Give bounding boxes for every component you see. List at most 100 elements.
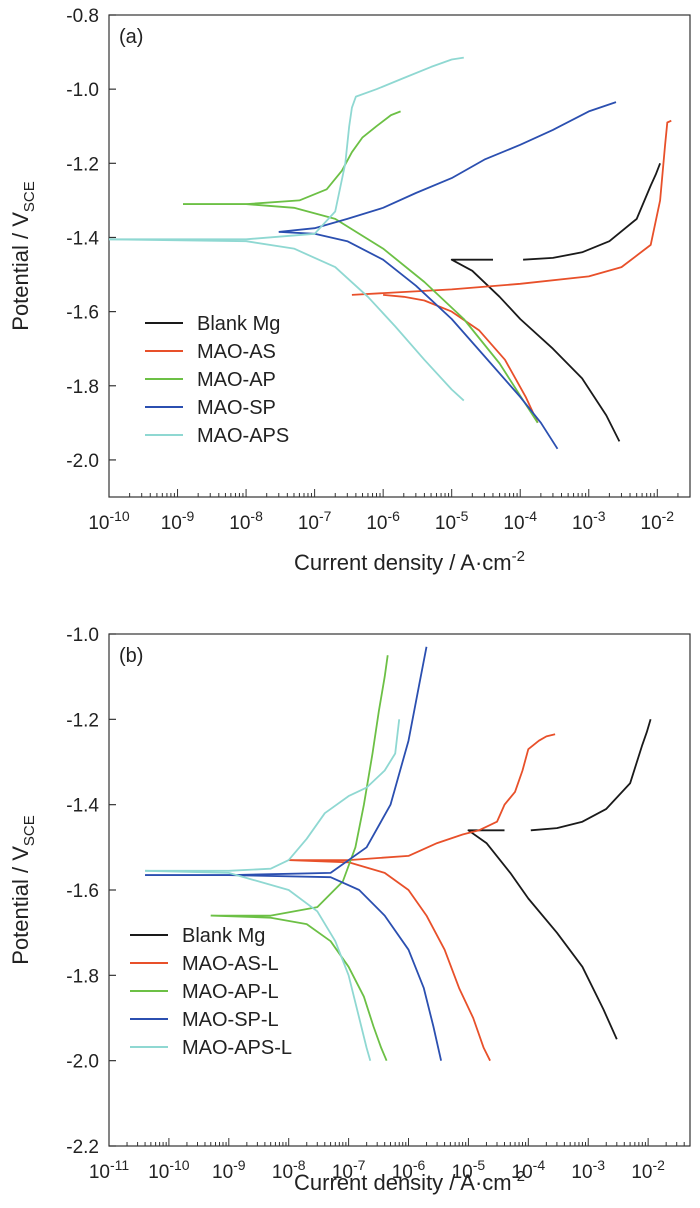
y-tick-label: -2.0	[66, 451, 99, 472]
legend-entry: MAO-APS-L	[182, 1037, 292, 1059]
x-tick-base: 10	[571, 1162, 592, 1183]
y-tick-label: -1.6	[66, 881, 99, 902]
series-mao-as-l	[288, 733, 556, 1062]
x-axis-label: Current density / A·cm-2	[294, 1168, 525, 1195]
y-tick-label: -1.2	[66, 154, 99, 175]
x-tick-label: 10-9	[212, 1157, 246, 1183]
x-tick-label: 10-4	[503, 508, 537, 534]
x-tick-base: 10	[89, 1162, 110, 1183]
panel-label: (a)	[119, 26, 143, 48]
x-tick-base: 10	[631, 1162, 652, 1183]
anodic-branch-line	[278, 101, 617, 233]
x-tick-label: 10-6	[366, 508, 400, 534]
x-tick-base: 10	[366, 513, 387, 534]
legend-entry: MAO-AS	[197, 341, 276, 363]
x-tick-exponent: -8	[250, 508, 263, 524]
x-tick-label: 10-10	[88, 508, 130, 534]
legend-entry: MAO-SP-L	[182, 1009, 279, 1031]
panel-label: (b)	[119, 645, 143, 667]
x-tick-label: 10-8	[272, 1157, 306, 1183]
anodic-branch-line	[109, 56, 464, 241]
x-axis-label-sup: -2	[512, 1168, 525, 1185]
y-tick-label: -1.8	[66, 966, 99, 987]
y-tick-label: -1.8	[66, 377, 99, 398]
x-tick-base: 10	[452, 1162, 473, 1183]
y-axis-label: Potential / VSCE	[8, 815, 38, 964]
x-tick-exponent: -10	[109, 508, 129, 524]
x-tick-exponent: -6	[413, 1157, 426, 1173]
x-tick-label: 10-11	[89, 1157, 130, 1183]
x-tick-exponent: -10	[169, 1157, 189, 1173]
x-tick-label: 10-3	[572, 508, 606, 534]
cathodic-branch-line	[210, 914, 388, 1062]
x-tick-label: 10-2	[631, 1157, 665, 1183]
x-tick-exponent: -11	[110, 1157, 129, 1173]
x-tick-base: 10	[148, 1162, 169, 1183]
cathodic-branch-line	[108, 238, 465, 402]
series-mao-sp-l	[145, 646, 442, 1061]
x-tick-exponent: -4	[533, 1157, 546, 1173]
y-tick-label: -2.2	[66, 1137, 99, 1158]
x-tick-base: 10	[88, 513, 109, 534]
anodic-branch-line	[523, 162, 661, 261]
anodic-branch-line	[145, 719, 401, 872]
y-tick-label: -1.0	[66, 80, 99, 101]
y-axis-label-sub: SCE	[21, 815, 38, 846]
legend-entry: MAO-AP	[197, 369, 276, 391]
x-tick-base: 10	[435, 513, 456, 534]
x-tick-base: 10	[229, 513, 250, 534]
y-axis-label: Potential / VSCE	[8, 181, 38, 330]
x-tick-base: 10	[212, 1162, 233, 1183]
x-tick-label: 10-9	[161, 508, 195, 534]
x-tick-label: 10-7	[332, 1157, 366, 1183]
x-tick-label: 10-4	[512, 1157, 546, 1183]
legend-entry: MAO-AS-L	[182, 953, 279, 975]
x-tick-exponent: -2	[662, 508, 675, 524]
cathodic-branch-line	[288, 859, 491, 1062]
y-tick-label: -1.4	[66, 796, 99, 817]
x-tick-exponent: -3	[593, 508, 606, 524]
cathodic-branch-line	[450, 258, 621, 442]
legend-entry: MAO-SP	[197, 397, 276, 419]
x-tick-base: 10	[512, 1162, 533, 1183]
x-tick-base: 10	[161, 513, 182, 534]
x-tick-exponent: -6	[387, 508, 400, 524]
anodic-branch-line	[351, 119, 672, 296]
series-mao-aps-l	[145, 719, 401, 1061]
x-tick-exponent: -7	[319, 508, 332, 524]
y-tick-label: -1.6	[66, 303, 99, 324]
series-blank-mg	[450, 162, 661, 442]
series-blank-mg	[467, 719, 652, 1040]
x-tick-label: 10-5	[435, 508, 469, 534]
y-tick-label: -0.8	[66, 6, 99, 27]
x-axis-label-text: Current density / A·cm	[294, 1170, 512, 1195]
cathodic-branch-line	[183, 203, 539, 424]
x-tick-exponent: -4	[525, 508, 538, 524]
legend-entry: Blank Mg	[182, 925, 265, 947]
series-mao-ap-l	[210, 655, 389, 1062]
cathodic-branch-line	[467, 829, 618, 1040]
x-tick-base: 10	[641, 513, 662, 534]
x-tick-base: 10	[503, 513, 524, 534]
x-axis-label: Current density / A·cm-2	[294, 548, 525, 575]
x-tick-base: 10	[392, 1162, 413, 1183]
x-axis-label-text: Current density / A·cm	[294, 550, 512, 575]
plot-area-frame	[108, 633, 691, 1147]
x-tick-label: 10-2	[641, 508, 675, 534]
x-tick-base: 10	[298, 513, 319, 534]
y-axis-label-text: Potential / V	[8, 212, 33, 331]
y-axis-label-sub: SCE	[21, 181, 38, 212]
x-tick-exponent: -5	[456, 508, 469, 524]
x-tick-exponent: -9	[182, 508, 195, 524]
x-tick-exponent: -2	[652, 1157, 665, 1173]
x-tick-exponent: -5	[473, 1157, 486, 1173]
legend: Blank Mg MAO-AS MAO-AP MAO-SP MAO-APS	[145, 313, 289, 447]
x-tick-label: 10-5	[452, 1157, 486, 1183]
cathodic-branch-line	[145, 874, 442, 1061]
cathodic-branch-line	[145, 869, 372, 1061]
y-tick-label: -1.0	[66, 625, 99, 646]
legend-entry: MAO-APS	[197, 425, 289, 447]
x-tick-exponent: -9	[233, 1157, 246, 1173]
panel-a: -0.8-1.0-1.2-1.4-1.6-1.8-2.010-10 10-9 10-…	[8, 6, 691, 575]
x-tick-label: 10-7	[298, 508, 332, 534]
